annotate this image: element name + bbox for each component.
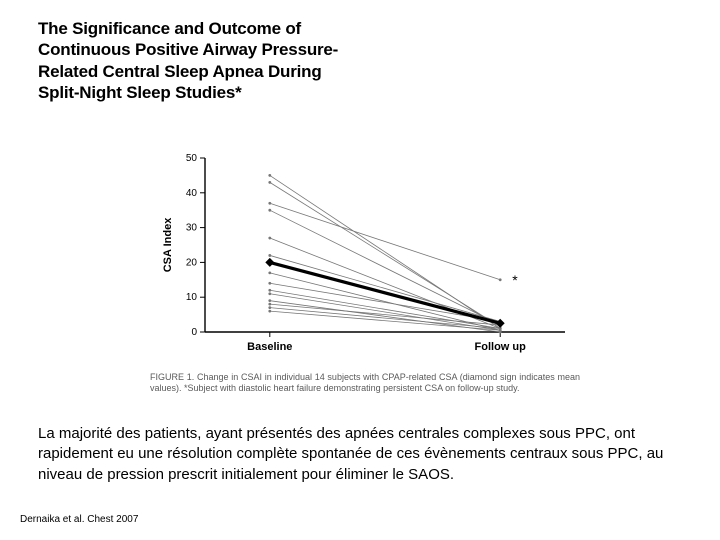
csa-index-chart: 0 10 20 30 40 50 CSA Index Baseline Follow up * bbox=[150, 150, 580, 360]
chart-svg: 0 10 20 30 40 50 CSA Index Baseline Follow up * bbox=[150, 150, 580, 360]
caption-text: Change in CSAI in individual 14 subjects… bbox=[150, 372, 580, 393]
svg-text:*: * bbox=[512, 272, 518, 288]
svg-text:CSA Index: CSA Index bbox=[162, 217, 174, 272]
summary-paragraph: La majorité des patients, ayant présenté… bbox=[38, 424, 688, 485]
citation: Dernaika et al. Chest 2007 bbox=[20, 514, 138, 525]
title-line-4: Split-Night Sleep Studies* bbox=[38, 82, 418, 103]
svg-text:30: 30 bbox=[186, 223, 198, 234]
paper-title: The Significance and Outcome of Continuo… bbox=[38, 18, 418, 103]
caption-label: FIGURE 1. bbox=[150, 372, 194, 382]
svg-text:Baseline: Baseline bbox=[247, 341, 292, 353]
title-line-3: Related Central Sleep Apnea During bbox=[38, 61, 418, 82]
svg-text:0: 0 bbox=[191, 327, 197, 338]
svg-text:Follow up: Follow up bbox=[475, 341, 527, 353]
title-line-2: Continuous Positive Airway Pressure- bbox=[38, 39, 418, 60]
svg-text:20: 20 bbox=[186, 257, 198, 268]
svg-text:40: 40 bbox=[186, 188, 198, 199]
svg-text:50: 50 bbox=[186, 153, 198, 164]
svg-text:10: 10 bbox=[186, 292, 198, 303]
title-line-1: The Significance and Outcome of bbox=[38, 18, 418, 39]
figure-caption: FIGURE 1. Change in CSAI in individual 1… bbox=[150, 372, 580, 395]
